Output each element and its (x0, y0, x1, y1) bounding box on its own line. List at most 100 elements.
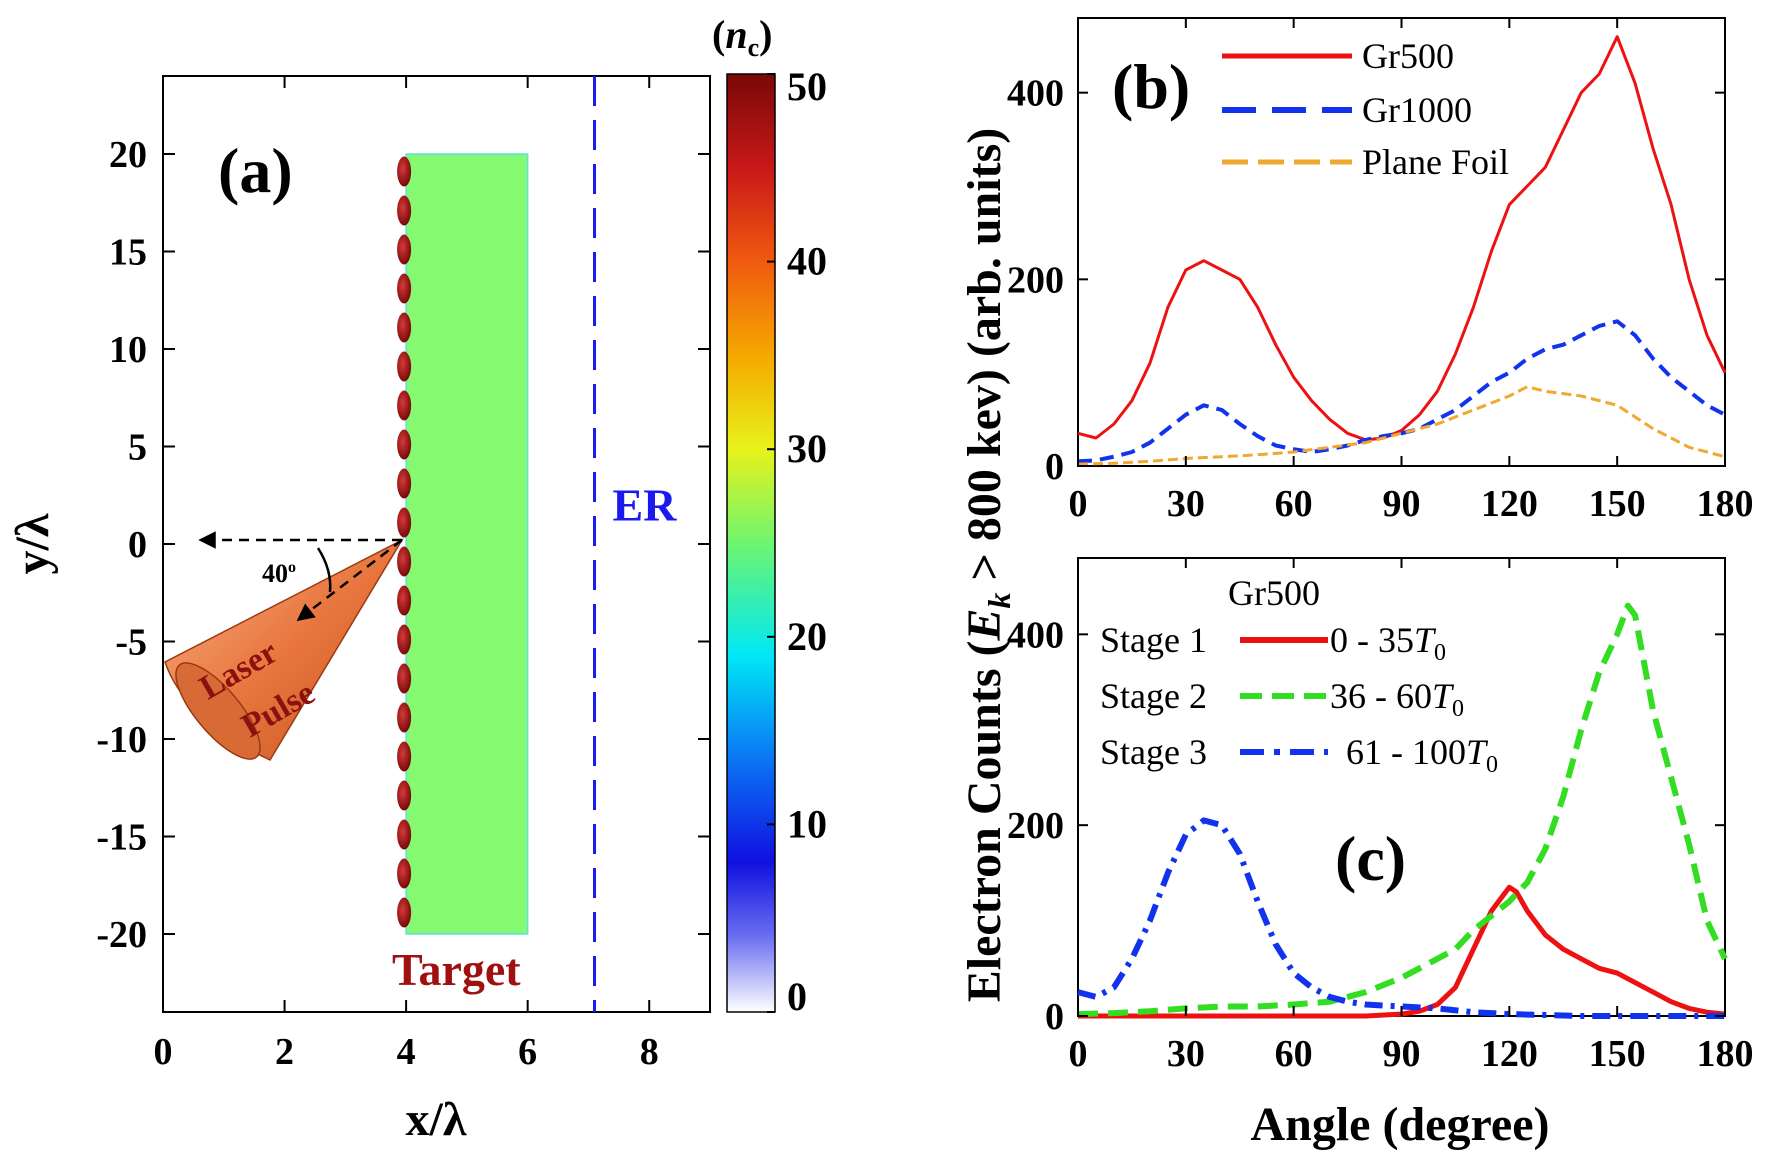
colorbar (726, 73, 776, 1013)
grating-bump (397, 819, 412, 850)
legend-stage2-range: 36 - 60T0 (1330, 676, 1464, 722)
panel-c: 0 30 60 90 120 150 180 0 200 400 (c) Gr500 Stage… (1007, 557, 1754, 1151)
grating-bump (397, 741, 412, 772)
legend-stage3-range: 61 - 100T0 (1346, 732, 1498, 778)
colorbar-tick-label: 50 (787, 64, 827, 109)
y-tick-label: 200 (1007, 259, 1064, 301)
panel-c-series (1077, 602, 1728, 1019)
x-tick-label: 120 (1481, 483, 1538, 525)
series-line-plane-foil (1077, 385, 1726, 466)
target-grating-bumps (397, 156, 412, 928)
y-tick-label: -20 (96, 914, 147, 956)
series-line-stage-2 (1077, 602, 1728, 1018)
x-tick-label: 60 (1275, 1033, 1313, 1075)
x-tick-label: 120 (1481, 1033, 1538, 1075)
x-tick-label: 30 (1167, 1033, 1205, 1075)
panel-a-y-ticks: 20 15 10 5 0 -5 -10 -15 -20 (96, 134, 710, 956)
panel-a-ylabel: y/λ (6, 513, 59, 574)
angle-arc (316, 547, 332, 593)
colorbar-tick-label: 0 (787, 974, 807, 1019)
panel-b-legend: Gr500 Gr1000 Plane Foil (1222, 36, 1509, 182)
x-tick-label: 60 (1275, 483, 1313, 525)
y-tick-label: 200 (1007, 805, 1064, 847)
colorbar-tick-label: 40 (787, 239, 827, 284)
x-tick-label: 150 (1589, 483, 1646, 525)
grating-bump (397, 351, 412, 382)
colorbar-tick-label: 20 (787, 614, 827, 659)
y-tick-label: 0 (1045, 446, 1064, 488)
grating-bump (397, 663, 412, 694)
panel-a: ER (a) Laser Pulse 40o Target 0 2 4 6 8 20 15… (6, 12, 827, 1146)
y-tick-label: 10 (109, 329, 147, 371)
laser-pulse: Laser Pulse (164, 538, 404, 761)
colorbar-tick-label: 30 (787, 426, 827, 471)
grating-bump (397, 780, 412, 811)
grating-bump (397, 390, 412, 421)
series-line-stage-1 (1078, 884, 1726, 1019)
series-line-stage-3 (1077, 817, 1725, 1019)
grating-bump (397, 429, 412, 460)
panel-c-label: (c) (1335, 823, 1406, 894)
colorbar-tick-label: 10 (787, 801, 827, 846)
panel-b: 0 30 60 90 120 150 180 0 200 400 (b) Gr500 Gr100… (1007, 17, 1754, 525)
grating-bump (397, 585, 412, 616)
panels-bc-ylabel: Electron Counts (Ek > 800 kev) (arb. uni… (958, 128, 1017, 1003)
y-tick-label: -15 (96, 817, 147, 859)
x-tick-label: 90 (1383, 1033, 1421, 1075)
legend-stage1-range: 0 - 35T0 (1330, 620, 1446, 666)
panel-b-label: (b) (1112, 51, 1190, 122)
y-tick-label: 400 (1007, 73, 1064, 115)
x-tick-label: 6 (518, 1031, 537, 1073)
grating-bump (397, 624, 412, 655)
panel-b-y-ticks: 0 200 400 (1007, 73, 1725, 488)
x-tick-label: 150 (1589, 1033, 1646, 1075)
target-slab (405, 153, 529, 935)
x-tick-label: 8 (640, 1031, 659, 1073)
panel-c-x-ticks: 0 30 60 90 120 150 180 (1069, 558, 1754, 1075)
y-tick-label: -5 (115, 622, 147, 664)
legend-title: Gr500 (1228, 573, 1320, 613)
series-line-gr500 (1077, 35, 1727, 442)
x-tick-label: 0 (1069, 483, 1088, 525)
y-tick-label: 0 (128, 524, 147, 566)
panel-a-label: (a) (218, 135, 293, 206)
panel-c-xlabel: Angle (degree) (1250, 1098, 1549, 1151)
legend-gr500-label: Gr500 (1362, 36, 1454, 76)
y-tick-label: 0 (1045, 996, 1064, 1038)
panel-c-y-ticks: 0 200 400 (1007, 614, 1725, 1038)
y-tick-label: 15 (109, 232, 147, 274)
legend-stage2-name: Stage 2 (1100, 676, 1207, 716)
grating-bump (397, 312, 412, 343)
colorbar-ticks: 0 10 20 30 40 50 (767, 64, 827, 1019)
grating-bump (397, 702, 412, 733)
y-tick-label: -10 (96, 719, 147, 761)
x-tick-label: 2 (275, 1031, 294, 1073)
series-line-gr1000 (1077, 319, 1726, 464)
panel-c-legend: Gr500 Stage 1 0 - 35T0 Stage 2 36 - 60T0… (1100, 573, 1498, 778)
legend-planefoil-label: Plane Foil (1362, 142, 1509, 182)
y-tick-label: 5 (128, 427, 147, 469)
panel-b-x-ticks: 0 30 60 90 120 150 180 (1069, 18, 1754, 525)
grating-bump (397, 507, 412, 538)
panel-a-xlabel: x/λ (406, 1093, 467, 1146)
y-tick-label: 400 (1007, 614, 1064, 656)
x-tick-label: 180 (1697, 483, 1754, 525)
er-label: ER (613, 480, 678, 531)
grating-bump (397, 897, 412, 928)
x-tick-label: 0 (154, 1031, 173, 1073)
target-label: Target (392, 944, 521, 995)
x-tick-label: 4 (397, 1031, 416, 1073)
grating-bump (397, 234, 412, 265)
grating-bump (397, 858, 412, 889)
y-tick-label: 20 (109, 134, 147, 176)
x-tick-label: 180 (1697, 1033, 1754, 1075)
propagation-arrow (296, 539, 403, 622)
grating-bump (397, 156, 412, 187)
x-tick-label: 30 (1167, 483, 1205, 525)
x-tick-label: 90 (1383, 483, 1421, 525)
grating-bump (397, 273, 412, 304)
angle-label: 40o (262, 559, 296, 588)
legend-stage3-name: Stage 3 (1100, 732, 1207, 772)
panel-a-x-ticks: 0 2 4 6 8 (154, 76, 659, 1073)
